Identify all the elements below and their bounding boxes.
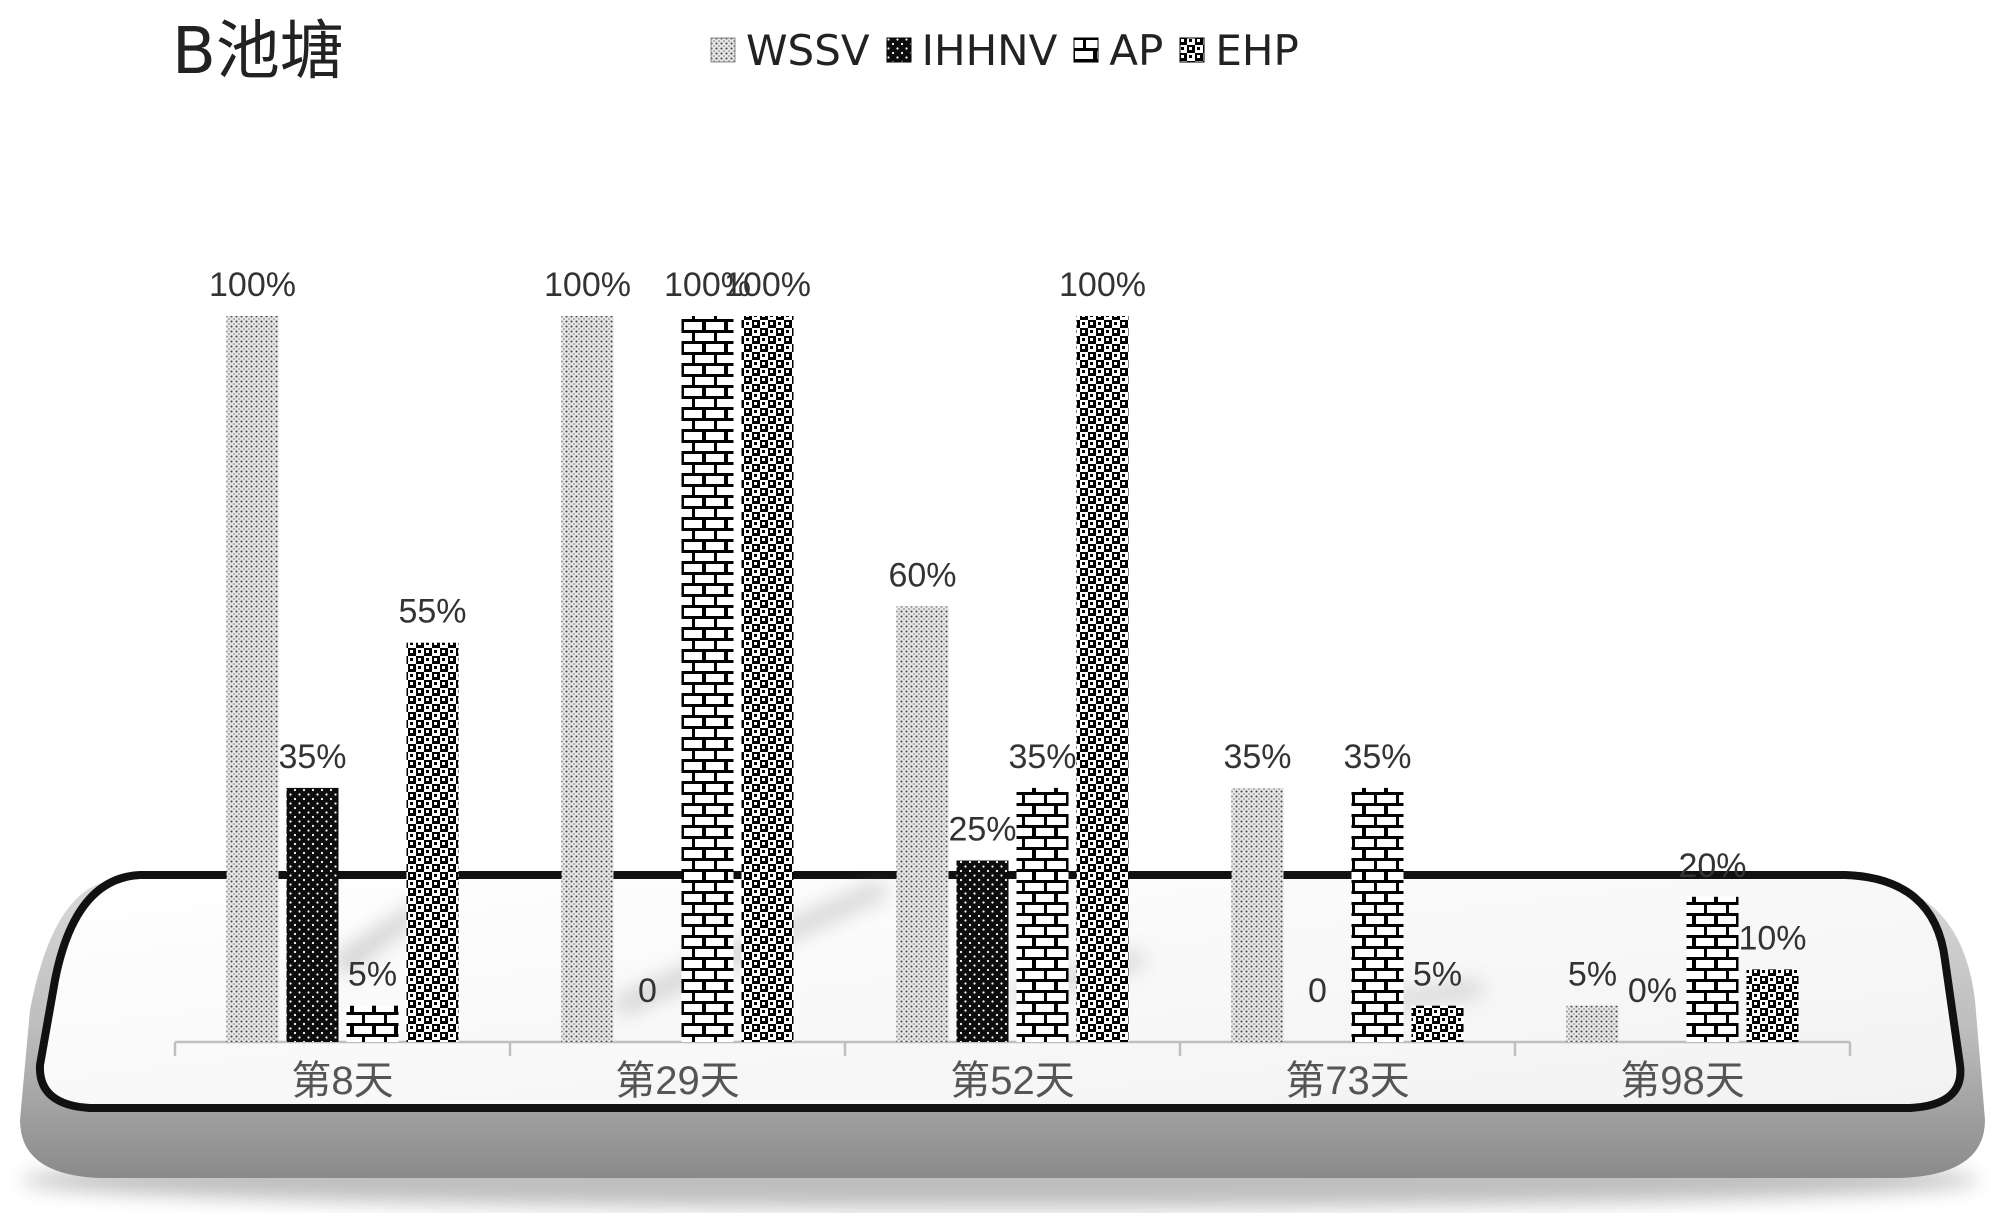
bar-wssv xyxy=(1231,787,1284,1042)
bar-ehp xyxy=(1746,969,1799,1042)
data-label: 35% xyxy=(278,738,346,776)
chart-title: B池塘 xyxy=(172,15,344,89)
data-label: 0 xyxy=(638,972,657,1010)
legend-swatch xyxy=(1073,37,1099,63)
bar-ehp xyxy=(406,642,459,1042)
x-tick-label: 第73天 xyxy=(1285,1059,1410,1103)
data-label: 0 xyxy=(1308,972,1327,1010)
bar-wssv xyxy=(1566,1005,1619,1042)
x-tick-label: 第29天 xyxy=(615,1059,740,1103)
x-tick-label: 第52天 xyxy=(950,1059,1075,1103)
bar-ihhnv xyxy=(286,787,339,1042)
data-label: 35% xyxy=(1343,738,1411,776)
bar-ehp xyxy=(1076,316,1129,1042)
legend-label: AP xyxy=(1109,25,1164,75)
bar-ap xyxy=(1351,787,1404,1042)
data-label: 5% xyxy=(348,956,397,994)
legend-swatch xyxy=(1179,37,1205,63)
legend-swatch xyxy=(710,37,736,63)
data-label: 0% xyxy=(1628,972,1677,1010)
bar-wssv xyxy=(896,606,949,1042)
data-label: 100% xyxy=(1059,266,1146,304)
data-label: 55% xyxy=(398,593,466,631)
bar-ehp xyxy=(741,316,794,1042)
data-label: 60% xyxy=(888,556,956,594)
bars xyxy=(226,316,1799,1042)
bar-ap xyxy=(346,1005,399,1042)
legend-swatch xyxy=(886,37,912,63)
data-label: 100% xyxy=(544,266,631,304)
legend-item-ap: AP xyxy=(1073,26,1163,75)
bar-wssv xyxy=(226,316,279,1042)
x-tick-label: 第98天 xyxy=(1620,1059,1745,1103)
data-label: 5% xyxy=(1413,956,1462,994)
bar-wssv xyxy=(561,316,614,1042)
bar-ap xyxy=(1016,787,1069,1042)
legend-label: IHHNV xyxy=(921,25,1058,75)
data-label: 35% xyxy=(1223,738,1291,776)
legend-item-ihhnv: IHHNV xyxy=(886,25,1058,75)
data-label: 100% xyxy=(664,266,751,304)
bar-ap xyxy=(1686,896,1739,1042)
bar-ihhnv xyxy=(956,860,1009,1042)
legend-item-wssv: WSSV xyxy=(710,26,870,75)
data-labels: 100%35%5%55%100%0100%100%60%25%35%100%35… xyxy=(209,266,1807,1010)
legend: WSSV IHHNV AP EHP xyxy=(710,22,1299,78)
data-label: 10% xyxy=(1738,919,1806,957)
bar-ehp xyxy=(1411,1005,1464,1042)
data-label: 5% xyxy=(1568,956,1617,994)
data-label: 35% xyxy=(1008,738,1076,776)
data-label: 100% xyxy=(724,266,811,304)
x-axis-ticks xyxy=(173,1042,1852,1056)
data-label: 20% xyxy=(1678,847,1746,885)
legend-label: WSSV xyxy=(746,25,870,75)
x-tick-label: 第8天 xyxy=(291,1059,393,1103)
legend-label: EHP xyxy=(1215,25,1299,75)
legend-item-ehp: EHP xyxy=(1179,25,1299,75)
data-label: 25% xyxy=(948,811,1016,849)
data-label: 100% xyxy=(209,266,296,304)
bar-ap xyxy=(681,316,734,1042)
x-axis-labels: 第8天 第29天 第52天 第73天 第98天 xyxy=(291,1059,1744,1103)
